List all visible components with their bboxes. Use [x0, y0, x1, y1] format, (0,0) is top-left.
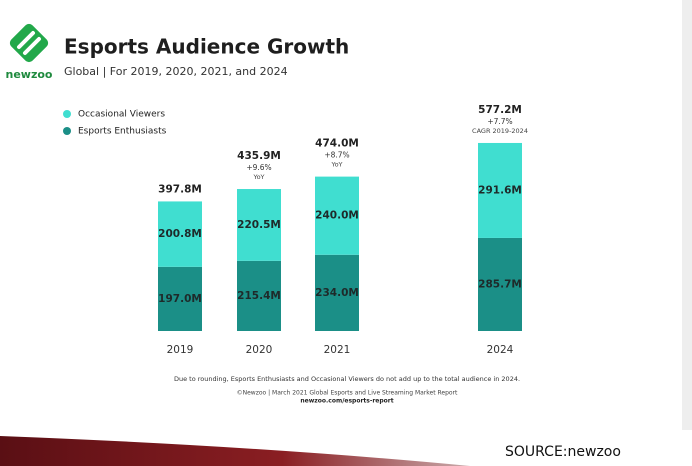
bar-segment: [237, 189, 281, 261]
x-tick-label: 2021: [324, 344, 351, 356]
legend-swatch: [63, 110, 71, 118]
bar-segment: [478, 142, 522, 238]
bar-segment: [478, 237, 522, 331]
legend-label: Esports Enthusiasts: [78, 127, 167, 137]
title: Esports Audience Growth: [64, 35, 349, 59]
value-label: 240.0M: [315, 210, 359, 222]
growth-label: +8.7%: [324, 151, 349, 160]
logo-diamond: [9, 23, 49, 63]
total-label: 474.0M: [315, 138, 359, 150]
growth-label: +7.7%: [487, 117, 512, 126]
total-label: 577.2M: [478, 104, 522, 116]
copyright: ©Newzoo | March 2021 Global Esports and …: [237, 390, 458, 397]
growth-label: +9.6%: [246, 163, 271, 172]
source: SOURCE:newzoo: [505, 444, 621, 460]
logo-stripes: [17, 31, 41, 55]
growth-period: CAGR 2019-2024: [472, 127, 528, 135]
value-label: 285.7M: [478, 278, 522, 290]
edge-shade: [682, 0, 692, 430]
report-url: newzoo.com/esports-report: [300, 398, 393, 405]
total-label: 397.8M: [158, 183, 202, 195]
x-tick-label: 2020: [246, 344, 273, 356]
value-label: 200.8M: [158, 228, 202, 240]
x-tick-label: 2019: [167, 344, 194, 356]
total-label: 435.9M: [237, 150, 281, 162]
legend-swatch: [63, 127, 71, 135]
logo: newzoo: [6, 23, 53, 81]
bar-segment: [315, 176, 359, 255]
footnote: Due to rounding, Esports Enthusiasts and…: [174, 375, 520, 383]
bar-segment: [315, 254, 359, 331]
bar-segment: [237, 260, 281, 331]
logo-text: newzoo: [6, 68, 53, 81]
growth-period: YoY: [330, 161, 342, 169]
value-label: 234.0M: [315, 287, 359, 299]
bar-segment: [158, 201, 202, 267]
value-label: 215.4M: [237, 290, 281, 302]
value-label: 197.0M: [158, 293, 202, 305]
growth-period: YoY: [252, 173, 264, 181]
x-tick-label: 2024: [487, 344, 514, 356]
bottom-wedge: [0, 436, 470, 466]
subtitle: Global | For 2019, 2020, 2021, and 2024: [64, 65, 288, 78]
bar-segment: [158, 266, 202, 331]
legend-label: Occasional Viewers: [78, 110, 165, 120]
value-label: 220.5M: [237, 219, 281, 231]
value-label: 291.6M: [478, 184, 522, 196]
